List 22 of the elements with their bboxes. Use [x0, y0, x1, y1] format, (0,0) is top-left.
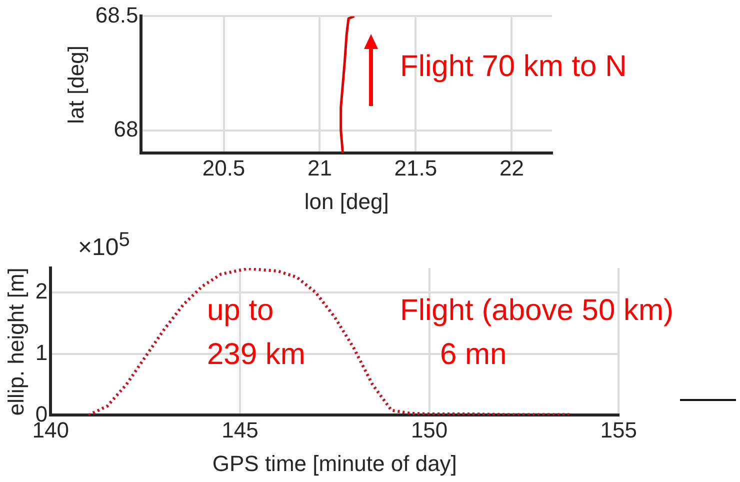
x-tick-label: 20.5: [202, 155, 246, 180]
x-axis-title: GPS time [minute of day]: [212, 450, 457, 476]
line-series: [87, 268, 571, 416]
annotation: 239 km: [207, 338, 306, 371]
x-tick-label: 22: [499, 155, 524, 180]
y-axis-title: ellip. height [m]: [3, 268, 28, 416]
annotation: Flight (above 50 km): [400, 294, 674, 327]
x-tick-label: 150: [410, 417, 448, 442]
y-tick-label: 68.5: [95, 2, 138, 28]
text: ×10$^{5}$: [78, 229, 130, 262]
y-tick-label: 1: [35, 340, 48, 365]
y-axis-title: lat [deg]: [63, 46, 88, 124]
y-tick-label: 2: [35, 278, 48, 304]
annotation: up to: [207, 294, 274, 327]
x-tick-label: 155: [600, 417, 638, 442]
x-tick-label: 145: [222, 417, 258, 442]
x-tick-label: 21: [307, 155, 332, 180]
annotation: 6 mn: [440, 338, 507, 371]
x-tick-label: 21.5: [394, 155, 438, 180]
x-axis-title: lon [deg]: [304, 188, 389, 214]
annotation: Flight 70 km to N: [400, 50, 627, 83]
y-tick-label: 68: [114, 116, 138, 142]
